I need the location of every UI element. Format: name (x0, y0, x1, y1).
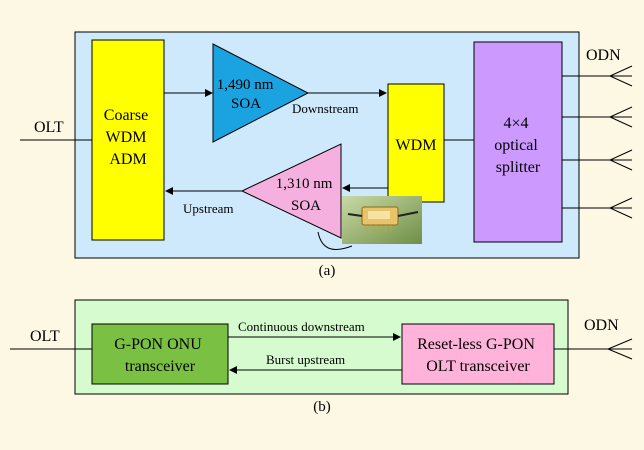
cwdm-adm-block (91, 39, 165, 241)
continuous-downstream-label: Continuous downstream (238, 319, 365, 334)
panel-a-caption: (a) (319, 263, 336, 279)
panel-a-odn-label: ODN (586, 47, 621, 64)
photo-callout-line (317, 231, 353, 250)
downstream-label: Downstream (292, 101, 358, 116)
onu-transceiver-label: G-PON ONU transceiver (114, 336, 206, 375)
panel-a-odn-fibres (562, 65, 633, 219)
panel-b-caption: (b) (313, 399, 331, 415)
wdm-label: WDM (396, 137, 437, 154)
soa-1310-amplifier (240, 143, 342, 239)
soa-1490-label: 1,490 nm SOA (217, 77, 277, 112)
olt-transceiver-block (401, 323, 555, 385)
onu-transceiver-block (91, 323, 229, 385)
soa-1310-label: 1,310 nm SOA (276, 176, 336, 214)
panel-b-odn-fibre (554, 338, 633, 360)
upstream-label: Upstream (183, 201, 234, 216)
optical-splitter-label: 4×4 optical splitter (494, 115, 542, 176)
soa-1490-amplifier (212, 43, 310, 143)
panel-b-olt-label: OLT (30, 328, 60, 345)
burst-upstream-label: Burst upstream (266, 352, 345, 367)
soa-module-photo-icon (342, 196, 422, 244)
wdm-block (387, 83, 445, 203)
optical-splitter-block (473, 41, 563, 243)
olt-transceiver-label: Reset-less G-PON OLT transceiver (417, 336, 539, 375)
panel-b-odn-label: ODN (584, 317, 619, 334)
cwdm-adm-label: Coarse WDM ADM (104, 107, 152, 168)
panel-a-olt-label: OLT (34, 119, 64, 136)
